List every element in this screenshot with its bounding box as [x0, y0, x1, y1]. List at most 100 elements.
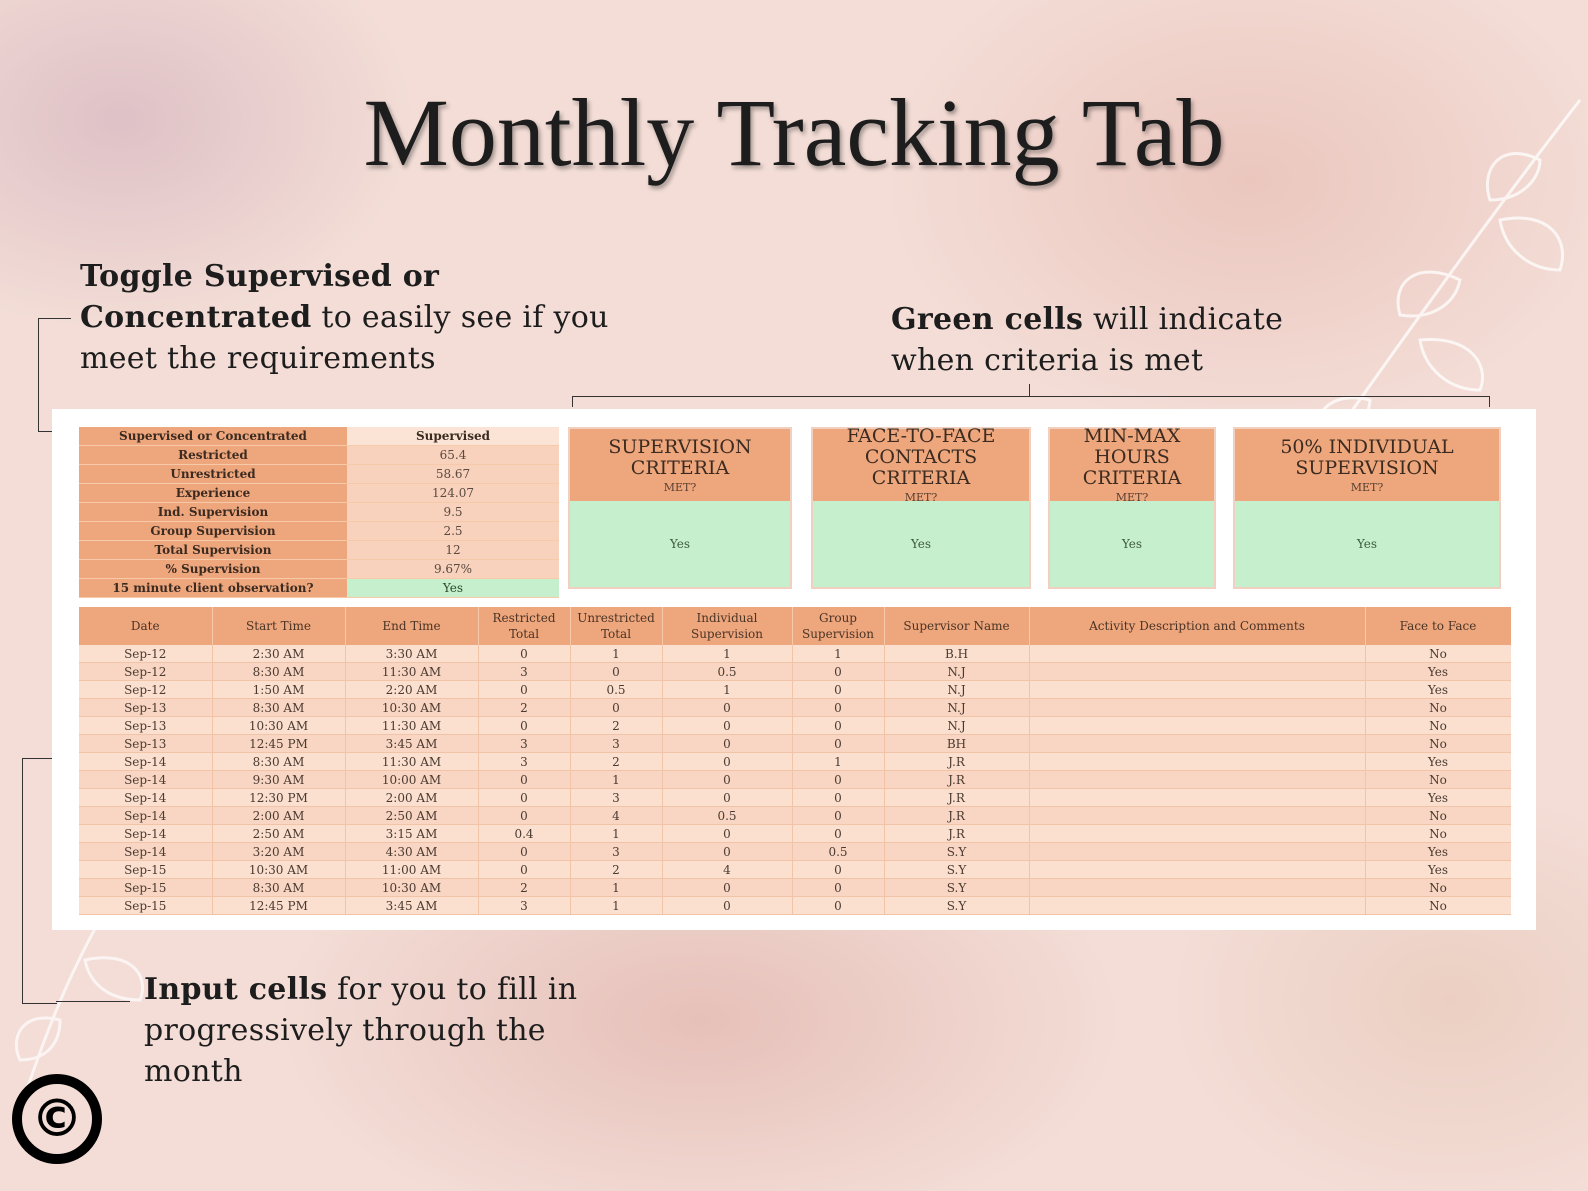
input-cell[interactable]: [1029, 645, 1366, 663]
input-cell[interactable]: No: [1365, 734, 1511, 753]
input-cell[interactable]: J.R: [884, 824, 1030, 843]
input-cell[interactable]: 0.5: [570, 680, 663, 699]
input-cell[interactable]: N.J: [884, 662, 1030, 681]
input-cell[interactable]: 12:45 PM: [212, 734, 346, 753]
input-cell[interactable]: No: [1365, 878, 1511, 897]
input-cell[interactable]: Yes: [1365, 842, 1511, 861]
input-cell[interactable]: 2:00 AM: [212, 806, 346, 825]
input-cell[interactable]: 0: [570, 662, 663, 681]
input-cell[interactable]: 0: [792, 662, 885, 681]
input-cell[interactable]: 2: [570, 716, 663, 735]
input-cell[interactable]: Sep-12: [79, 680, 213, 699]
input-cell[interactable]: 0: [792, 860, 885, 879]
input-cell[interactable]: Yes: [1365, 860, 1511, 879]
input-cell[interactable]: 11:30 AM: [345, 752, 479, 771]
input-cell[interactable]: 11:30 AM: [345, 662, 479, 681]
input-cell[interactable]: [1029, 698, 1366, 717]
input-cell[interactable]: 0: [792, 698, 885, 717]
input-cell[interactable]: [1029, 896, 1366, 915]
input-cell[interactable]: 0: [662, 842, 793, 861]
input-cell[interactable]: 8:30 AM: [212, 698, 346, 717]
input-cell[interactable]: J.R: [884, 806, 1030, 825]
input-cell[interactable]: [1029, 752, 1366, 771]
input-cell[interactable]: 0: [662, 788, 793, 807]
input-cell[interactable]: 9:30 AM: [212, 770, 346, 789]
input-cell[interactable]: 0: [662, 752, 793, 771]
input-cell[interactable]: 1: [570, 645, 663, 663]
input-cell[interactable]: 3:45 AM: [345, 734, 479, 753]
input-cell[interactable]: [1029, 860, 1366, 879]
input-cell[interactable]: 2: [478, 878, 571, 897]
input-cell[interactable]: 4: [662, 860, 793, 879]
input-cell[interactable]: [1029, 788, 1366, 807]
input-cell[interactable]: [1029, 878, 1366, 897]
input-cell[interactable]: 0.5: [662, 806, 793, 825]
input-cell[interactable]: 0: [570, 698, 663, 717]
input-cell[interactable]: 0: [478, 716, 571, 735]
input-cell[interactable]: [1029, 806, 1366, 825]
input-cell[interactable]: 0: [662, 716, 793, 735]
input-cell[interactable]: [1029, 824, 1366, 843]
input-cell[interactable]: Sep-13: [79, 698, 213, 717]
input-cell[interactable]: 0: [792, 680, 885, 699]
input-cell[interactable]: 0: [478, 788, 571, 807]
input-cell[interactable]: 3: [478, 896, 571, 915]
input-cell[interactable]: Sep-15: [79, 860, 213, 879]
input-cell[interactable]: Yes: [1365, 680, 1511, 699]
input-cell[interactable]: S.Y: [884, 842, 1030, 861]
input-cell[interactable]: Sep-15: [79, 896, 213, 915]
input-cell[interactable]: Sep-14: [79, 752, 213, 771]
input-cell[interactable]: 10:30 AM: [212, 860, 346, 879]
input-cell[interactable]: Sep-14: [79, 788, 213, 807]
input-cell[interactable]: 2:30 AM: [212, 645, 346, 663]
input-cell[interactable]: 1: [792, 752, 885, 771]
input-cell[interactable]: 3: [570, 788, 663, 807]
input-cell[interactable]: J.R: [884, 770, 1030, 789]
input-cell[interactable]: 3:30 AM: [345, 645, 479, 663]
input-cell[interactable]: B.H: [884, 645, 1030, 663]
input-cell[interactable]: Sep-13: [79, 734, 213, 753]
input-cell[interactable]: 1: [570, 878, 663, 897]
input-cell[interactable]: 0.5: [662, 662, 793, 681]
input-cell[interactable]: 2: [570, 752, 663, 771]
input-cell[interactable]: 0: [478, 680, 571, 699]
input-cell[interactable]: 3:20 AM: [212, 842, 346, 861]
input-cell[interactable]: 8:30 AM: [212, 878, 346, 897]
input-cell[interactable]: Sep-12: [79, 662, 213, 681]
input-cell[interactable]: [1029, 842, 1366, 861]
input-cell[interactable]: 3:45 AM: [345, 896, 479, 915]
input-cell[interactable]: 0: [792, 896, 885, 915]
input-cell[interactable]: N.J: [884, 716, 1030, 735]
input-cell[interactable]: 0: [662, 734, 793, 753]
input-cell[interactable]: 10:30 AM: [345, 878, 479, 897]
input-cell[interactable]: 10:30 AM: [212, 716, 346, 735]
input-cell[interactable]: 0: [478, 645, 571, 663]
input-cell[interactable]: J.R: [884, 788, 1030, 807]
input-cell[interactable]: 0: [792, 770, 885, 789]
input-cell[interactable]: 1:50 AM: [212, 680, 346, 699]
input-cell[interactable]: [1029, 770, 1366, 789]
input-cell[interactable]: 10:30 AM: [345, 698, 479, 717]
input-cell[interactable]: 11:30 AM: [345, 716, 479, 735]
input-cell[interactable]: 0: [478, 860, 571, 879]
input-cell[interactable]: Sep-15: [79, 878, 213, 897]
input-cell[interactable]: 3:15 AM: [345, 824, 479, 843]
input-cell[interactable]: 0: [662, 770, 793, 789]
input-cell[interactable]: 2:50 AM: [212, 824, 346, 843]
input-cell[interactable]: 2:50 AM: [345, 806, 479, 825]
input-cell[interactable]: 3: [570, 842, 663, 861]
input-cell[interactable]: Sep-14: [79, 806, 213, 825]
input-cell[interactable]: No: [1365, 806, 1511, 825]
input-cell[interactable]: [1029, 662, 1366, 681]
input-cell[interactable]: BH: [884, 734, 1030, 753]
input-cell[interactable]: N.J: [884, 680, 1030, 699]
input-cell[interactable]: 3: [478, 662, 571, 681]
input-cell[interactable]: 0: [478, 806, 571, 825]
input-cell[interactable]: 1: [662, 645, 793, 663]
input-cell[interactable]: 12:45 PM: [212, 896, 346, 915]
input-cell[interactable]: S.Y: [884, 860, 1030, 879]
input-cell[interactable]: 2:00 AM: [345, 788, 479, 807]
input-cell[interactable]: 8:30 AM: [212, 662, 346, 681]
input-cell[interactable]: No: [1365, 698, 1511, 717]
input-cell[interactable]: J.R: [884, 752, 1030, 771]
